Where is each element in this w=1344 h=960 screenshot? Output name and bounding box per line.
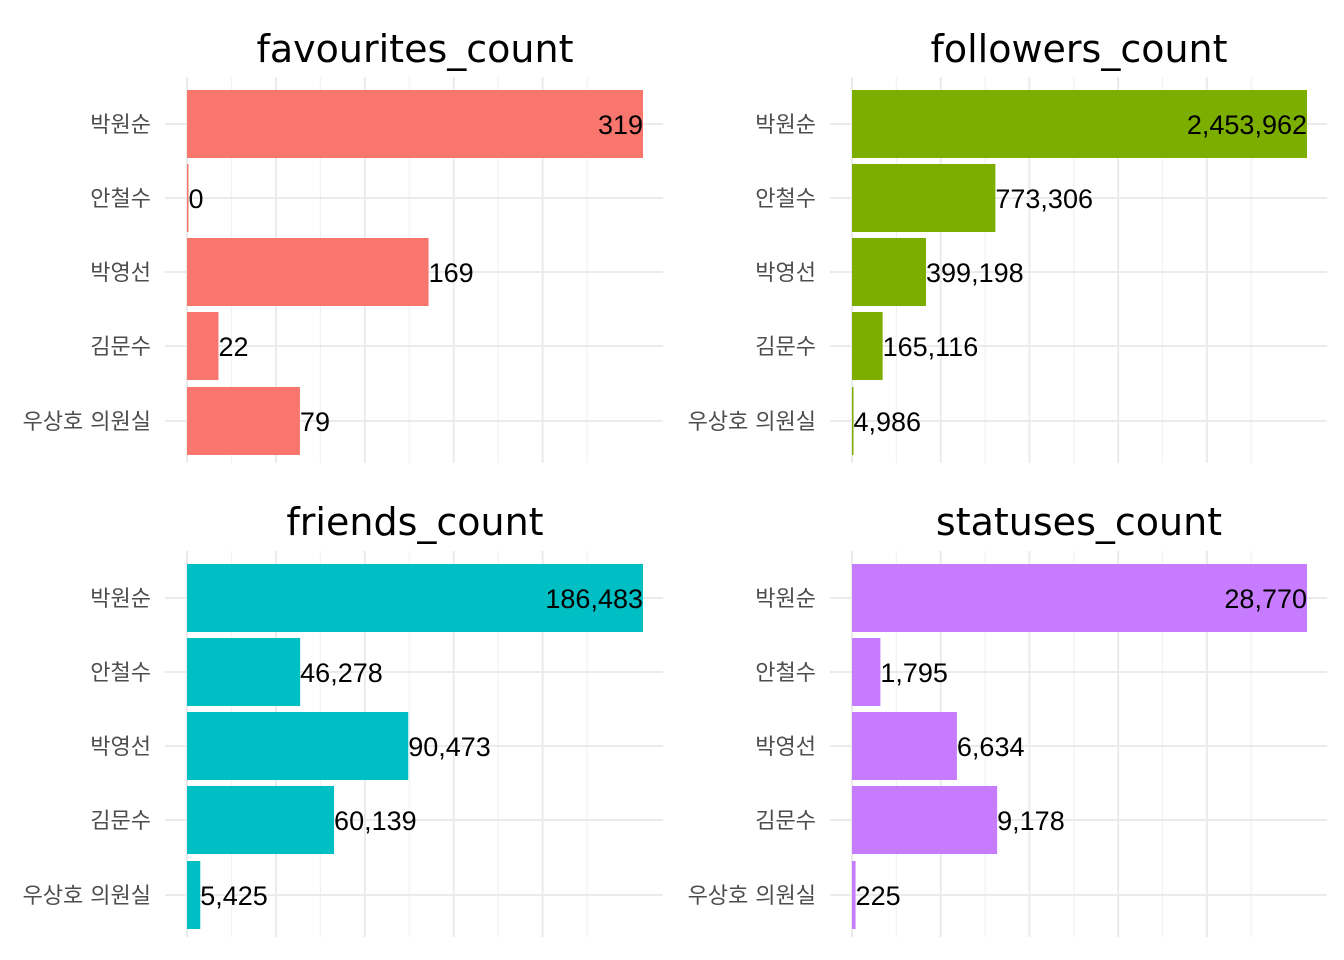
category-label: 안철수	[90, 187, 151, 212]
category-label: 우상호 의원실	[23, 884, 151, 909]
category-label: 우상호 의원실	[688, 884, 816, 909]
data-label: 0	[189, 184, 204, 214]
data-label: 225	[856, 881, 901, 911]
data-label: 22	[218, 332, 248, 362]
data-label: 319	[598, 110, 643, 140]
bar	[187, 164, 189, 232]
category-label: 김문수	[90, 335, 151, 360]
data-label: 169	[429, 258, 474, 288]
category-label: 김문수	[755, 809, 816, 834]
category-label: 안철수	[755, 187, 816, 212]
panel-title: favourites_count	[257, 27, 574, 71]
data-label: 60,139	[334, 806, 417, 836]
bar	[187, 564, 643, 632]
bar	[852, 712, 957, 780]
category-label: 박원순	[90, 113, 151, 138]
data-label: 6,634	[957, 732, 1025, 762]
category-label: 김문수	[755, 335, 816, 360]
data-label: 28,770	[1224, 584, 1307, 614]
bar	[187, 638, 301, 706]
bar	[187, 238, 429, 306]
bar	[187, 90, 643, 158]
bar	[852, 786, 998, 854]
bar	[852, 312, 883, 380]
panel-statuses-count: statuses_count 박원순 28,770 안철수 1,795 박영선 6,634 김…	[688, 500, 1327, 937]
bar	[852, 564, 1307, 632]
category-label: 박원순	[755, 113, 816, 138]
data-label: 90,473	[408, 732, 491, 762]
bar	[852, 387, 854, 455]
data-label: 5,425	[200, 881, 268, 911]
data-label: 399,198	[926, 258, 1024, 288]
data-label: 1,795	[880, 658, 948, 688]
panel-title: friends_count	[286, 500, 543, 544]
category-label: 박영선	[90, 735, 151, 760]
data-label: 9,178	[997, 806, 1065, 836]
bar	[852, 164, 996, 232]
data-label: 79	[300, 407, 330, 437]
category-label: 우상호 의원실	[688, 410, 816, 435]
category-label: 박원순	[755, 587, 816, 612]
bar	[852, 861, 856, 929]
bar	[187, 712, 409, 780]
category-label: 박영선	[755, 261, 816, 286]
bar	[187, 786, 335, 854]
data-label: 186,483	[545, 584, 643, 614]
category-label: 김문수	[90, 809, 151, 834]
bar	[187, 861, 201, 929]
bar	[187, 312, 219, 380]
category-label: 안철수	[90, 661, 151, 686]
category-label: 박원순	[90, 587, 151, 612]
panel-followers-count: followers_count 박원순 2,453,962 안철수 773,306 박영선…	[688, 27, 1327, 463]
panel-favourites-count: favourites_count 박원순 319 안철수 0 박영선 169 김문수 22 우상호…	[23, 27, 663, 463]
panel-title: statuses_count	[936, 500, 1222, 544]
bar	[852, 90, 1307, 158]
data-label: 4,986	[854, 407, 922, 437]
data-label: 46,278	[300, 658, 383, 688]
data-label: 165,116	[883, 332, 979, 362]
panel-friends-count: friends_count 박원순 186,483 안철수 46,278 박영선 90,47…	[23, 500, 663, 937]
data-label: 2,453,962	[1187, 110, 1307, 140]
bar	[852, 238, 927, 306]
category-label: 우상호 의원실	[23, 410, 151, 435]
category-label: 박영선	[755, 735, 816, 760]
bar	[852, 638, 881, 706]
category-label: 박영선	[90, 261, 151, 286]
bar	[187, 387, 300, 455]
category-label: 안철수	[755, 661, 816, 686]
panel-title: followers_count	[930, 27, 1227, 71]
data-label: 773,306	[995, 184, 1093, 214]
